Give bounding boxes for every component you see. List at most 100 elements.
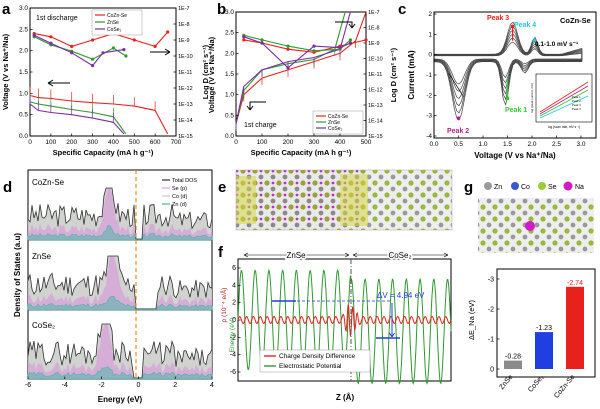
b-yticks-right-label: 1E-10 xyxy=(368,57,383,63)
a-xticks-label: 0 xyxy=(28,139,32,146)
panel-c-xlabel: Voltage (V vs Na⁺/Na) xyxy=(474,151,556,160)
panel-g-na-atom xyxy=(525,221,535,231)
panel-g-category-2: CoZn-Se xyxy=(553,374,576,400)
panel-b-plot xyxy=(235,11,368,131)
panel-b-legend: CoZn-Se ZnSe CoSe₂ xyxy=(312,110,364,135)
panel-d-dos-co-area-1 xyxy=(28,256,212,310)
a-voltage-line-1 xyxy=(29,101,127,135)
a-yticks-left-label: 1.5 xyxy=(19,69,28,76)
panel-d-total-dos-1 xyxy=(27,255,213,310)
panel-b-annotation: 1st charge xyxy=(244,122,277,129)
g-ytick-label: 0 xyxy=(490,367,494,374)
b-yticks-left-label: 0.0 xyxy=(225,133,234,140)
panel-a-plot xyxy=(29,30,170,135)
inset-xlabel: log (scan rate, mV s⁻¹) xyxy=(548,125,580,129)
panel-d-x-ticks: -6 -4 -2 0 2 4 xyxy=(25,376,214,389)
panel-d-plot xyxy=(27,187,213,380)
a-logd-point xyxy=(49,35,53,39)
panel-e-charge-interface xyxy=(340,174,368,226)
panel-f-ylabel-right: Energy (eV) xyxy=(229,318,236,353)
panel-e-structure-cose2 xyxy=(366,170,452,230)
f-yticks-label: 6 xyxy=(232,265,236,272)
c-yticks-label: -3 xyxy=(426,113,432,120)
panel-f-cose2-label: CoSe₂ xyxy=(388,251,411,260)
panel-a-y-ticks-left: 3.0 2.5 2.0 1.5 1.0 0.5 0.0 xyxy=(19,5,33,140)
b-yticks-right-label: 1E-14 xyxy=(368,119,383,125)
b-yticks-left-label: 2.5 xyxy=(225,30,234,37)
panel-d: d CoZn-Se ZnSe CoSe₂ Total DOS Se (p) Co… xyxy=(3,169,214,404)
panel-b-legend-znse: ZnSe xyxy=(328,120,340,126)
b-logd-point xyxy=(286,66,290,70)
panel-c-plot xyxy=(434,21,583,121)
a-yticks-right-label: 1E-9 xyxy=(178,38,190,44)
panel-d-dos-zn-area-2 xyxy=(27,366,213,380)
a-logd-point xyxy=(32,33,36,37)
c-xticks-label: 1.0 xyxy=(478,141,487,148)
a-logd-line-2 xyxy=(33,34,124,67)
a-xticks-label: 400 xyxy=(108,139,119,146)
a-xticks-label: 500 xyxy=(129,139,140,146)
panel-f-charge-line xyxy=(237,304,452,337)
panel-g-bar-1 xyxy=(535,332,553,369)
c-yticks-label: -4 xyxy=(426,133,432,140)
c-xticks-label: 0.5 xyxy=(454,141,463,148)
b-logd-line-2 xyxy=(243,36,351,69)
panel-c: c CoZn-Se Peak 3 Peak 4 Peak 1 Peak 2 0.… xyxy=(398,1,597,160)
f-yticks-label: -6 xyxy=(230,369,236,376)
b-yticks-left-label: 3.0 xyxy=(225,9,234,16)
panel-g-bar-value-2: -2.74 xyxy=(567,280,583,287)
d-xticks-label: 4 xyxy=(210,382,214,389)
panel-f-legend-charge: Charge Density Difference xyxy=(279,353,355,360)
c-yticks-label: -1 xyxy=(426,72,432,79)
panel-e-label: e xyxy=(218,179,226,196)
panel-f-legend: Charge Density Difference Electrostatic … xyxy=(259,349,371,373)
a-logd-point xyxy=(166,30,170,34)
panel-d-legend: Total DOS Se (p) Co (d) Zn (d) xyxy=(162,178,197,208)
d-xticks-label: -2 xyxy=(98,382,104,389)
panel-b-y-ticks-left: 3.0 2.5 2.0 1.5 1.0 0.5 0.0 xyxy=(225,9,239,140)
b-logd-point xyxy=(338,46,342,50)
inset-line-peak4 xyxy=(539,95,589,119)
panel-d-legend-se: Se (p) xyxy=(172,186,187,192)
d-xticks-label: 2 xyxy=(173,382,177,389)
d-xticks-label: -4 xyxy=(62,382,68,389)
inset-legend-4: Peak 4 xyxy=(572,107,581,111)
panel-b-x-ticks: 0 100 200 300 400 500 xyxy=(234,133,372,146)
panel-c-y-ticks: 2 1 0 -1 -2 -3 -4 xyxy=(426,11,437,140)
panel-f-znse-label: ZnSe xyxy=(286,251,306,260)
b-yticks-right-label: 1E-8 xyxy=(368,26,380,32)
a-yticks-left-label: 0.5 xyxy=(19,112,28,119)
panel-g-legend-zn: Zn xyxy=(494,184,502,191)
panel-b-y-ticks-right: 1E-7 1E-8 1E-9 1E-10 1E-11 1E-12 1E-13 1E-14 1E-… xyxy=(363,10,383,140)
panel-g-y-ticks: -3 -2 -1 0 xyxy=(488,277,500,374)
panel-b-ylabel-right: Log D (cm² s⁻¹) xyxy=(389,47,398,102)
panel-b: b 1st charge CoZn-Se ZnSe CoSe₂ 0 100 200 3… xyxy=(207,1,398,157)
b-xticks-label: 200 xyxy=(283,139,294,146)
panel-d-dos-co-area-0 xyxy=(28,188,212,240)
panel-a-ylabel-left: Voltage (V vs Na⁺/Na) xyxy=(1,33,10,110)
panel-d-dos-zn-area-0 xyxy=(27,225,213,241)
g-ytick-label: -3 xyxy=(488,277,494,284)
panel-f-xlabel: Z (Å) xyxy=(336,393,355,402)
panel-c-cv-curve-5 xyxy=(434,21,583,121)
b-logd-point xyxy=(260,41,264,45)
a-logd-point xyxy=(122,48,126,52)
panel-c-peak3-label: Peak 3 xyxy=(487,15,509,22)
b-xticks-label: 300 xyxy=(309,139,320,146)
panel-g-ylabel: ΔE_Na (eV) xyxy=(467,299,476,340)
a-xticks-label: 200 xyxy=(66,139,77,146)
panel-b-label: b xyxy=(217,1,226,18)
b-yticks-right-label: 1E-13 xyxy=(368,103,383,109)
f-yticks-label: 0 xyxy=(232,317,236,324)
inset-ylabel: log (peak current, mA) xyxy=(530,83,534,113)
b-logd-point xyxy=(242,38,246,42)
panel-e: e xyxy=(218,169,453,231)
b-xticks-label: 400 xyxy=(335,139,346,146)
b-yticks-right-label: 1E-12 xyxy=(368,88,383,94)
panel-d-dos-zn-area-1 xyxy=(27,295,213,311)
panel-d-sub-cose2: CoSe₂ xyxy=(32,321,55,330)
panel-a: a 1st discharge CoZn-Se ZnSe CoSe₂ 0 100 2… xyxy=(1,1,210,157)
panel-a-annotation: 1st discharge xyxy=(36,15,78,22)
panel-c-title: CoZn-Se xyxy=(560,16,591,25)
